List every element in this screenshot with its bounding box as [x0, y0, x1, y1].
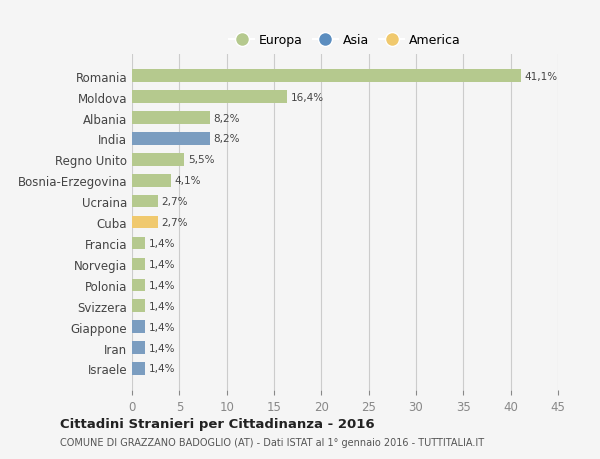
Bar: [132, 91, 287, 104]
Text: 8,2%: 8,2%: [214, 134, 240, 144]
Text: 1,4%: 1,4%: [149, 364, 176, 374]
Text: COMUNE DI GRAZZANO BADOGLIO (AT) - Dati ISTAT al 1° gennaio 2016 - TUTTITALIA.IT: COMUNE DI GRAZZANO BADOGLIO (AT) - Dati …: [60, 437, 484, 447]
Bar: [132, 154, 184, 166]
Bar: [132, 216, 158, 229]
Text: 4,1%: 4,1%: [175, 176, 201, 186]
Bar: [132, 174, 171, 187]
Bar: [132, 279, 145, 291]
Bar: [132, 70, 521, 83]
Text: 8,2%: 8,2%: [214, 113, 240, 123]
Text: 1,4%: 1,4%: [149, 322, 176, 332]
Bar: [132, 112, 209, 124]
Bar: [132, 258, 145, 271]
Text: 1,4%: 1,4%: [149, 343, 176, 353]
Text: 1,4%: 1,4%: [149, 301, 176, 311]
Legend: Europa, Asia, America: Europa, Asia, America: [223, 28, 467, 53]
Text: 1,4%: 1,4%: [149, 259, 176, 269]
Bar: [132, 321, 145, 333]
Text: 2,7%: 2,7%: [161, 218, 188, 228]
Text: 5,5%: 5,5%: [188, 155, 214, 165]
Text: 16,4%: 16,4%: [291, 92, 324, 102]
Bar: [132, 237, 145, 250]
Bar: [132, 196, 158, 208]
Text: Cittadini Stranieri per Cittadinanza - 2016: Cittadini Stranieri per Cittadinanza - 2…: [60, 417, 374, 430]
Bar: [132, 363, 145, 375]
Bar: [132, 133, 209, 146]
Text: 1,4%: 1,4%: [149, 239, 176, 248]
Bar: [132, 341, 145, 354]
Text: 1,4%: 1,4%: [149, 280, 176, 290]
Bar: [132, 300, 145, 312]
Text: 2,7%: 2,7%: [161, 197, 188, 207]
Text: 41,1%: 41,1%: [525, 72, 558, 82]
